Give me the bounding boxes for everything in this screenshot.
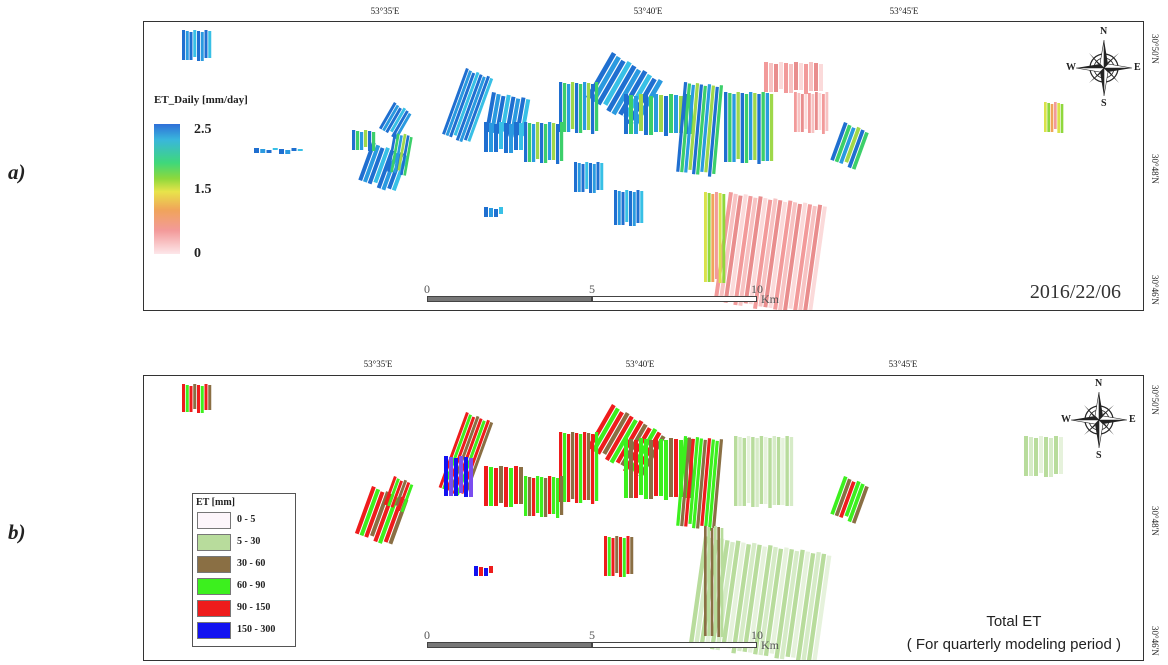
legend-a-max: 2.5 — [194, 122, 212, 137]
scale-b-5: 5 — [589, 628, 595, 642]
legend-b-row: 0 - 5 — [197, 512, 291, 530]
total-et-annotation: Total ET ( For quarterly modeling period… — [907, 610, 1121, 656]
legend-b-row: 30 - 60 — [197, 556, 291, 574]
lat-tick-b-3: 30°46'N — [1150, 626, 1160, 656]
lat-tick-b-2: 30°48'N — [1150, 506, 1160, 536]
lon-tick-b-3: 53°45'E — [888, 359, 918, 369]
legend-swatch — [197, 556, 231, 573]
legend-class-label: 60 - 90 — [237, 580, 266, 591]
scale-seg-a-2 — [592, 296, 757, 302]
compass-b-e: E — [1129, 414, 1136, 425]
legend-a-min: 0 — [194, 246, 201, 261]
legend-b-title: ET [mm] — [196, 497, 235, 508]
scale-b-10: 10 — [751, 628, 763, 642]
scale-a-unit: Km — [761, 292, 779, 306]
lat-tick-a-3: 30°46'N — [1150, 275, 1160, 305]
legend-a-title: ET_Daily [mm/day] — [154, 94, 248, 106]
lon-tick-b-2: 53°40'E — [625, 359, 655, 369]
lat-tick-a-2: 30°48'N — [1150, 154, 1160, 184]
field-layer-b — [182, 384, 1063, 660]
lon-tick-a-2: 53°40'E — [633, 6, 663, 16]
legend-b-row: 60 - 90 — [197, 578, 291, 596]
lon-tick-a-3: 53°45'E — [889, 6, 919, 16]
legend-a-mid: 1.5 — [194, 182, 212, 197]
legend-swatch — [197, 622, 231, 639]
compass-rose-icon — [1070, 391, 1128, 449]
scale-seg-a-1 — [427, 296, 592, 302]
legend-swatch — [197, 512, 231, 529]
compass-a-s: S — [1101, 98, 1107, 109]
scale-seg-b-2 — [592, 642, 757, 648]
north-arrow-a: N S E W — [1064, 26, 1143, 109]
compass-rose-icon — [1075, 39, 1133, 97]
legend-b-row: 150 - 300 — [197, 622, 291, 640]
legend-a-colorbar — [154, 124, 180, 254]
legend-swatch — [197, 600, 231, 617]
compass-b-s: S — [1096, 450, 1102, 461]
legend-class-label: 0 - 5 — [237, 514, 256, 525]
scale-b-0: 0 — [424, 628, 430, 642]
map-panel-a: ET_Daily [mm/day] 2.5 1.5 0 0 5 10 Km 20… — [143, 21, 1144, 311]
north-arrow-b: N S E W — [1059, 378, 1139, 461]
legend-b-row: 90 - 150 — [197, 600, 291, 618]
legend-swatch — [197, 534, 231, 551]
lon-tick-a-1: 53°35'E — [370, 6, 400, 16]
scale-a-5: 5 — [589, 282, 595, 296]
compass-b-w: W — [1061, 414, 1071, 425]
lat-tick-a-1: 30°50'N — [1150, 34, 1160, 64]
lat-tick-b-1: 30°50'N — [1150, 385, 1160, 415]
scale-b-unit: Km — [761, 638, 779, 652]
legend-class-label: 5 - 30 — [237, 536, 261, 547]
map-panel-b: ET [mm] 0 - 5 5 - 30 30 - 60 60 - 90 90 … — [143, 375, 1144, 661]
lon-tick-b-1: 53°35'E — [363, 359, 393, 369]
scale-a-0: 0 — [424, 282, 430, 296]
legend-class-label: 30 - 60 — [237, 558, 266, 569]
legend-b-row: 5 - 30 — [197, 534, 291, 552]
legend-class-label: 90 - 150 — [237, 602, 271, 613]
total-et-subtitle: ( For quarterly modeling period ) — [906, 636, 1121, 653]
compass-a-n: N — [1100, 26, 1108, 37]
compass-b-n: N — [1095, 378, 1103, 389]
compass-a-e: E — [1134, 62, 1141, 73]
legend-class-label: 150 - 300 — [237, 624, 276, 635]
scale-a-10: 10 — [751, 282, 763, 296]
total-et-title: Total ET — [986, 613, 1042, 630]
legend-swatch — [197, 578, 231, 595]
legend-b: ET [mm] 0 - 5 5 - 30 30 - 60 60 - 90 90 … — [192, 493, 296, 647]
compass-a-w: W — [1066, 62, 1076, 73]
panel-b-label: b) — [8, 520, 26, 544]
panel-a-label: a) — [8, 160, 26, 184]
date-label: 2016/22/06 — [1029, 281, 1121, 303]
scale-seg-b-1 — [427, 642, 592, 648]
field-layer-a — [182, 30, 1064, 310]
